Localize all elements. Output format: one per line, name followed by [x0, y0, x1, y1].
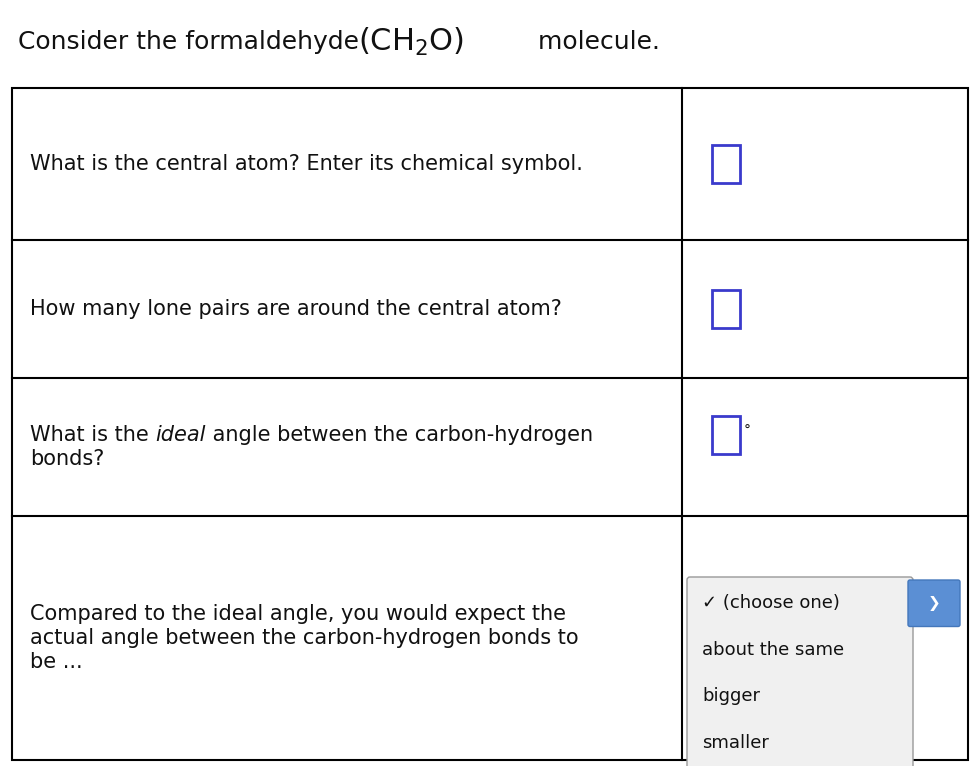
Text: $\left(\mathrm{CH_2O}\right)$: $\left(\mathrm{CH_2O}\right)$: [358, 26, 465, 58]
Text: be ...: be ...: [30, 652, 82, 672]
Text: What is the: What is the: [30, 425, 156, 445]
Text: Consider the formaldehyde: Consider the formaldehyde: [18, 30, 367, 54]
Text: How many lone pairs are around the central atom?: How many lone pairs are around the centr…: [30, 299, 562, 319]
Bar: [712, 416, 740, 454]
FancyBboxPatch shape: [687, 577, 913, 766]
Text: bonds?: bonds?: [30, 449, 105, 469]
Text: Compared to the ideal angle, you would expect the: Compared to the ideal angle, you would e…: [30, 604, 566, 624]
Text: ideal: ideal: [156, 425, 206, 445]
Text: about the same: about the same: [702, 640, 844, 659]
Bar: [712, 145, 740, 183]
FancyBboxPatch shape: [908, 580, 960, 627]
Text: bigger: bigger: [702, 687, 760, 705]
Text: °: °: [744, 424, 751, 438]
Bar: [712, 290, 740, 328]
Text: ❯: ❯: [928, 596, 941, 611]
Text: actual angle between the carbon-hydrogen bonds to: actual angle between the carbon-hydrogen…: [30, 628, 578, 648]
Bar: [12, 88, 968, 760]
Text: angle between the carbon-hydrogen: angle between the carbon-hydrogen: [206, 425, 593, 445]
Text: What is the central atom? Enter its chemical symbol.: What is the central atom? Enter its chem…: [30, 154, 583, 174]
Text: smaller: smaller: [702, 734, 769, 751]
Text: ✓ (choose one): ✓ (choose one): [702, 594, 840, 612]
Text: molecule.: molecule.: [530, 30, 660, 54]
